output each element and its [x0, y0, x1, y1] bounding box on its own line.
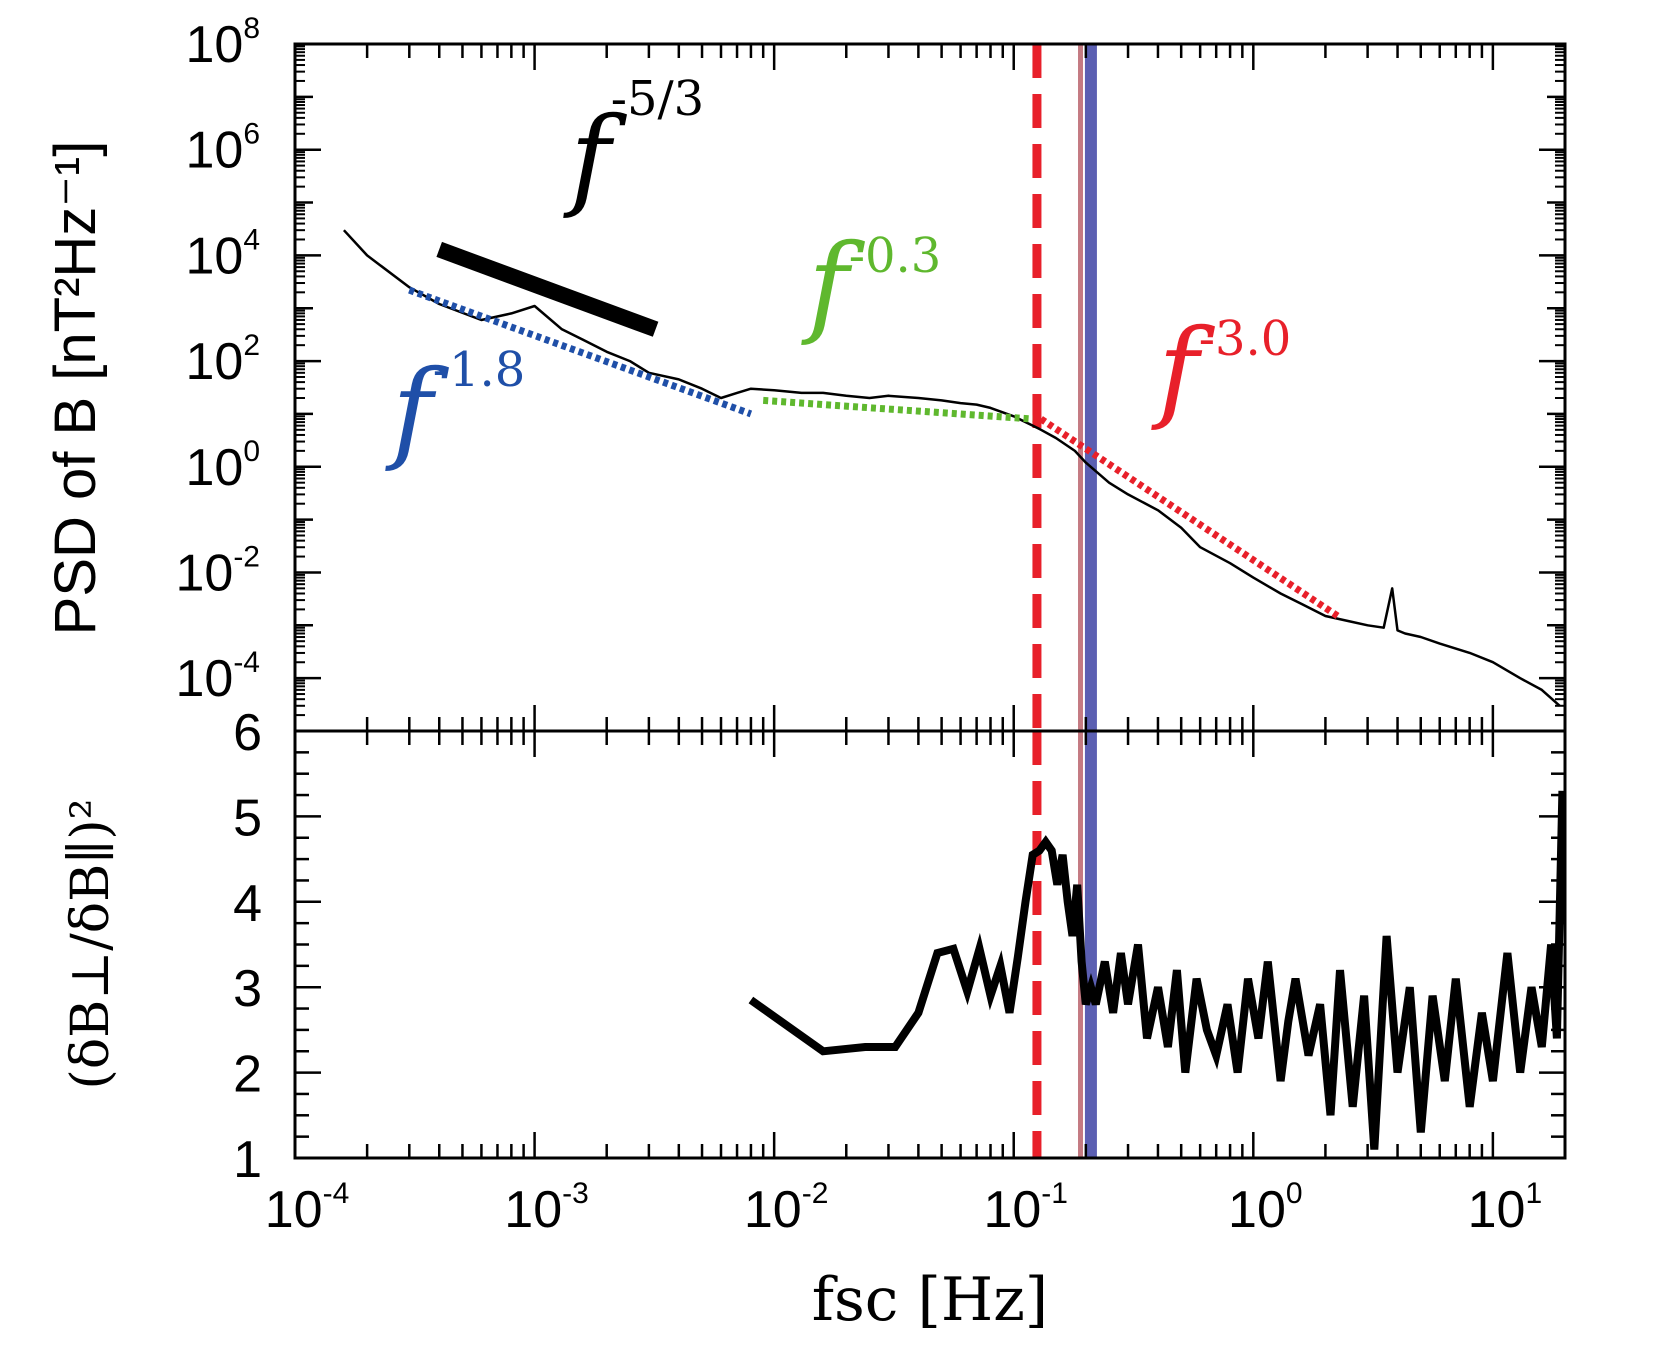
- top-ytick-label: 102: [185, 329, 260, 391]
- annotation-f-0-3: f-0.3: [801, 220, 941, 348]
- xtick-label: 10-3: [504, 1177, 589, 1239]
- bottom-y-axis-title: (δB⊥/δB∥)²: [61, 799, 121, 1090]
- top-series-psd-trace: [342, 229, 1561, 707]
- bottom-ytick-label: 5: [233, 789, 262, 847]
- annotation-f-1-8: f-1.8: [385, 342, 525, 474]
- xtick-label: 100: [1228, 1177, 1303, 1239]
- xtick-label: 10-2: [744, 1177, 829, 1239]
- top-series-f-3-0: [1039, 416, 1342, 621]
- bottom-ytick-label: 3: [233, 960, 262, 1018]
- xtick-label: 10-1: [983, 1177, 1068, 1239]
- top-ytick-label: 100: [185, 435, 260, 497]
- bottom-plot-frame: [293, 729, 1567, 1160]
- top-ytick-label: 106: [185, 118, 260, 180]
- top-ytick-label: 104: [185, 223, 260, 285]
- annotation-f-3-0: f-3.0: [1151, 305, 1291, 433]
- bottom-ytick-label: 4: [233, 875, 262, 933]
- top-series-f-5-3: [436, 241, 659, 337]
- top-ytick-label: 10-4: [175, 646, 260, 708]
- top-ytick-label: 108: [185, 12, 260, 74]
- top-panel: 108 106 104 102 100 10-2 10-4: [175, 12, 1567, 733]
- x-axis-title: fsc [Hz]: [812, 1265, 1048, 1335]
- xtick-label: 101: [1468, 1177, 1543, 1239]
- bottom-series-ratio: [748, 790, 1567, 1150]
- bottom-panel: 6 5 4 3 2 1 10-4 10-3 10-2 10-1 100 101: [233, 704, 1567, 1239]
- annotation-f-5-3: f-5/3: [563, 71, 704, 221]
- bottom-ytick-label: 6: [233, 704, 262, 762]
- xtick-label: 10-4: [265, 1177, 350, 1239]
- top-ytick-label: 10-2: [175, 540, 260, 602]
- bottom-ytick-label: 1: [233, 1131, 262, 1189]
- top-y-axis-title: PSD of B [nT²Hz⁻¹]: [43, 141, 108, 636]
- bottom-ytick-label: 2: [233, 1046, 262, 1104]
- top-series-f-1-8: [408, 286, 753, 418]
- top-series-f-0-3: [762, 396, 1033, 423]
